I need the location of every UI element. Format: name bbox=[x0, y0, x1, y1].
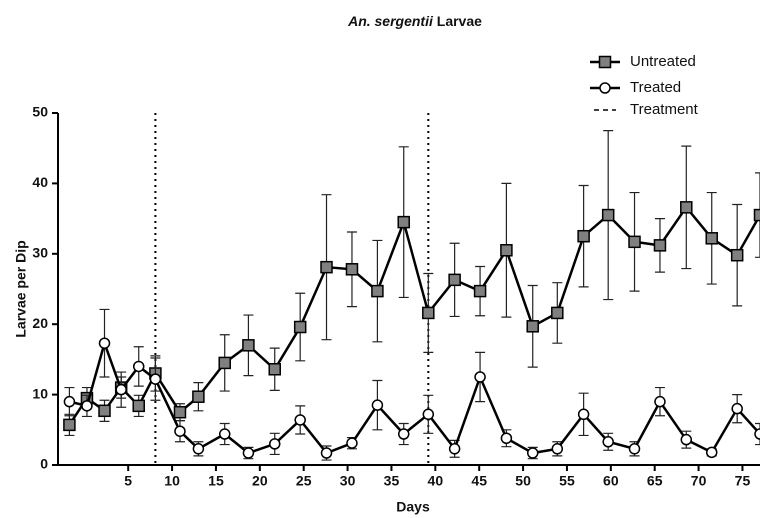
marker bbox=[628, 443, 641, 455]
marker bbox=[218, 356, 231, 370]
y-axis-label: Larvae per Dip bbox=[13, 240, 29, 337]
x-axis-label: Days bbox=[396, 499, 430, 515]
y-tick-label: 20 bbox=[32, 315, 48, 331]
legend-label: Treatment bbox=[630, 101, 699, 118]
marker bbox=[218, 428, 231, 440]
marker bbox=[705, 446, 718, 459]
marker bbox=[149, 373, 162, 385]
marker bbox=[448, 443, 461, 455]
x-tick-label: 10 bbox=[164, 473, 180, 489]
marker bbox=[526, 447, 539, 459]
x-tick-label: 15 bbox=[208, 473, 224, 489]
x-tick-label: 60 bbox=[603, 473, 619, 489]
marker bbox=[500, 244, 513, 257]
marker bbox=[294, 414, 306, 426]
error-bar bbox=[755, 422, 760, 446]
x-tick-label: 50 bbox=[515, 473, 531, 489]
marker bbox=[320, 260, 333, 274]
marker bbox=[242, 447, 255, 459]
x-tick-label: 40 bbox=[428, 473, 444, 489]
marker bbox=[551, 443, 564, 455]
marker bbox=[705, 232, 718, 245]
marker bbox=[601, 208, 615, 222]
title-species: An. sergentii bbox=[347, 13, 434, 29]
marker bbox=[551, 306, 564, 320]
x-tick-label: 75 bbox=[735, 473, 751, 489]
y-tick-label: 10 bbox=[32, 385, 48, 401]
marker bbox=[115, 383, 127, 396]
marker bbox=[654, 395, 666, 408]
marker bbox=[653, 239, 667, 252]
marker bbox=[598, 55, 612, 69]
x-tick-label: 5 bbox=[124, 473, 132, 489]
x-tick-label: 30 bbox=[340, 473, 356, 489]
marker bbox=[320, 447, 333, 459]
marker bbox=[268, 438, 281, 450]
marker bbox=[602, 436, 614, 448]
x-tick-label: 65 bbox=[647, 473, 663, 489]
marker bbox=[753, 208, 760, 222]
chart-title: An. sergentii Larvae bbox=[347, 13, 482, 29]
marker bbox=[293, 320, 307, 334]
marker bbox=[422, 408, 435, 421]
marker bbox=[448, 273, 461, 287]
marker bbox=[63, 418, 76, 432]
y-tick-label: 30 bbox=[32, 245, 48, 261]
marker bbox=[577, 229, 590, 243]
marker bbox=[730, 248, 744, 262]
marker bbox=[63, 395, 76, 408]
x-tick-label: 70 bbox=[691, 473, 707, 489]
marker bbox=[98, 404, 111, 418]
marker bbox=[132, 360, 145, 373]
marker bbox=[371, 399, 384, 411]
marker bbox=[132, 399, 145, 413]
x-tick-label: 45 bbox=[471, 473, 487, 489]
legend-label: Untreated bbox=[630, 53, 696, 70]
y-tick-label: 40 bbox=[32, 174, 48, 190]
marker bbox=[371, 284, 384, 298]
marker bbox=[473, 284, 487, 298]
x-tick-label: 20 bbox=[252, 473, 268, 489]
marker bbox=[192, 390, 205, 403]
marker bbox=[345, 263, 359, 276]
marker bbox=[731, 402, 743, 415]
marker bbox=[680, 433, 693, 446]
x-tick-label: 55 bbox=[559, 473, 575, 489]
marker bbox=[500, 432, 513, 444]
marker bbox=[680, 201, 693, 214]
x-tick-label: 25 bbox=[296, 473, 312, 489]
marker bbox=[173, 405, 187, 419]
marker bbox=[346, 437, 358, 449]
y-tick-label: 0 bbox=[40, 456, 48, 472]
x-tick-label: 35 bbox=[384, 473, 400, 489]
marker bbox=[526, 320, 539, 333]
marker bbox=[174, 425, 186, 437]
marker bbox=[474, 371, 486, 383]
legend-label: Treated bbox=[630, 79, 681, 96]
marker bbox=[192, 443, 205, 455]
marker bbox=[268, 363, 281, 376]
marker bbox=[599, 82, 611, 94]
error-bar bbox=[755, 172, 760, 258]
marker bbox=[577, 408, 590, 421]
marker bbox=[754, 428, 760, 440]
title-text: Larvae bbox=[437, 13, 482, 29]
marker bbox=[98, 337, 111, 349]
marker bbox=[397, 215, 410, 229]
marker bbox=[242, 339, 255, 352]
marker bbox=[81, 400, 93, 412]
marker bbox=[628, 235, 641, 249]
y-tick-label: 50 bbox=[32, 104, 48, 120]
marker bbox=[397, 428, 410, 440]
marker bbox=[422, 306, 435, 320]
